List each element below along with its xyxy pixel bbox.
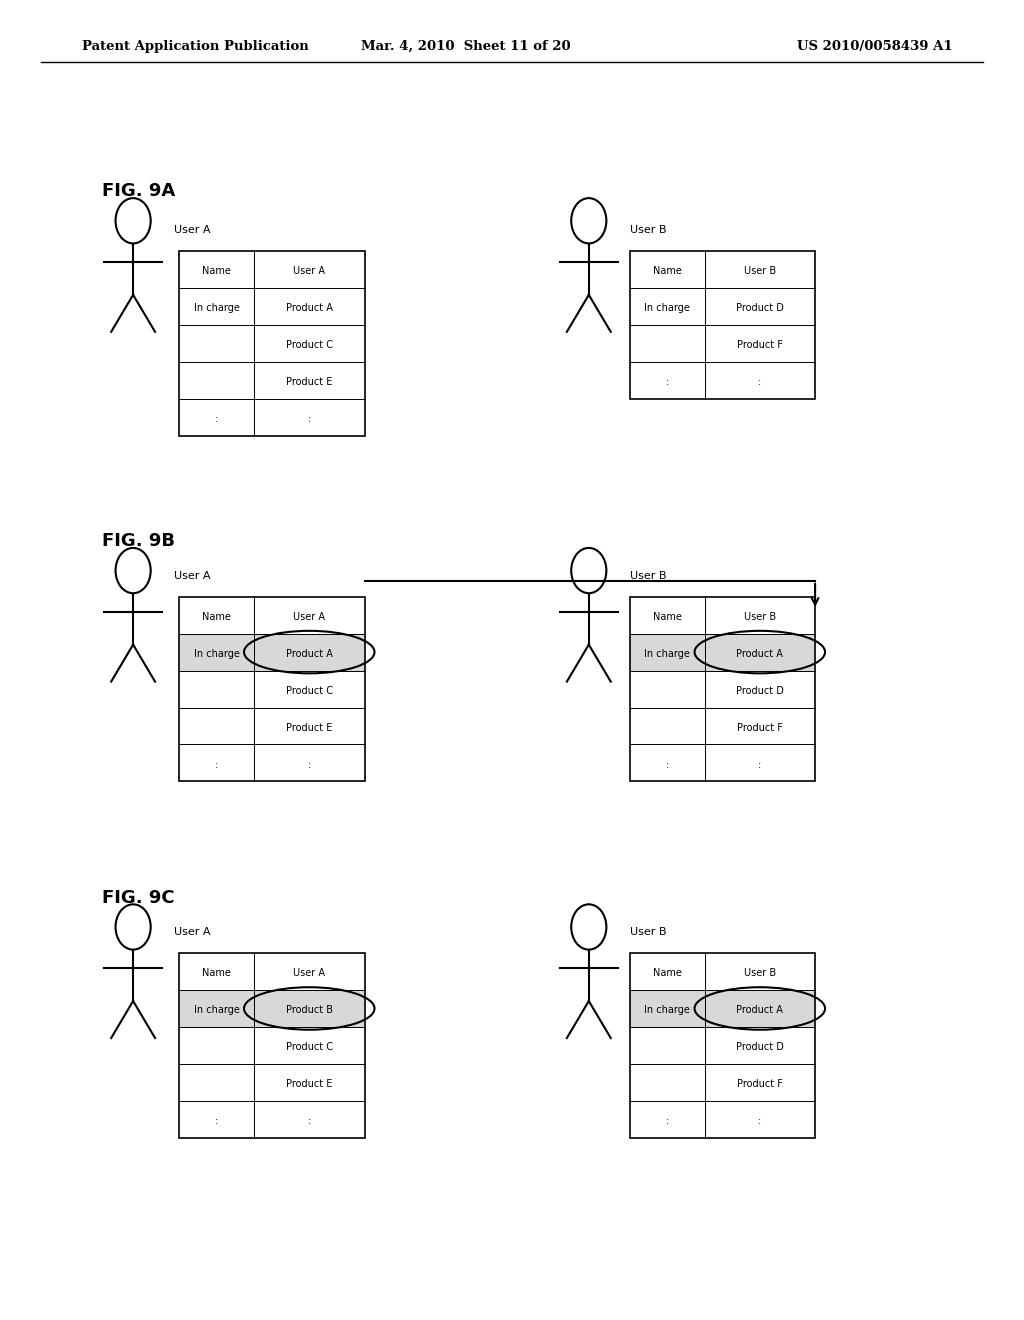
Text: User A: User A xyxy=(293,612,326,622)
Text: :: : xyxy=(307,760,311,770)
Text: In charge: In charge xyxy=(644,304,690,313)
Text: :: : xyxy=(758,760,762,770)
Text: User B: User B xyxy=(630,570,667,581)
Text: FIG. 9A: FIG. 9A xyxy=(102,182,176,201)
Text: Mar. 4, 2010  Sheet 11 of 20: Mar. 4, 2010 Sheet 11 of 20 xyxy=(361,40,570,53)
Text: Name: Name xyxy=(652,612,682,622)
Text: :: : xyxy=(215,1117,218,1126)
Text: User B: User B xyxy=(743,267,776,276)
Text: User B: User B xyxy=(743,612,776,622)
Text: Product E: Product E xyxy=(286,723,333,733)
Bar xyxy=(630,597,815,781)
Text: Product C: Product C xyxy=(286,341,333,350)
Bar xyxy=(630,953,815,1138)
Text: :: : xyxy=(666,1117,669,1126)
Text: User B: User B xyxy=(743,969,776,978)
Bar xyxy=(630,251,815,399)
Text: Product A: Product A xyxy=(286,304,333,313)
Text: Product D: Product D xyxy=(736,304,783,313)
Text: Product E: Product E xyxy=(286,1080,333,1089)
Text: US 2010/0058439 A1: US 2010/0058439 A1 xyxy=(797,40,952,53)
Text: FIG. 9B: FIG. 9B xyxy=(102,532,175,550)
Bar xyxy=(179,251,365,436)
Text: In charge: In charge xyxy=(194,649,240,659)
Text: In charge: In charge xyxy=(194,304,240,313)
Text: :: : xyxy=(215,760,218,770)
Bar xyxy=(179,597,365,781)
Text: Product D: Product D xyxy=(736,1043,783,1052)
Text: FIG. 9C: FIG. 9C xyxy=(102,888,175,907)
Bar xyxy=(179,990,365,1027)
Text: In charge: In charge xyxy=(644,1006,690,1015)
Text: :: : xyxy=(758,378,762,387)
Text: User A: User A xyxy=(174,224,211,235)
Text: Product A: Product A xyxy=(286,649,333,659)
Text: User A: User A xyxy=(293,267,326,276)
Text: Product C: Product C xyxy=(286,1043,333,1052)
Text: Product C: Product C xyxy=(286,686,333,696)
Text: :: : xyxy=(307,1117,311,1126)
Text: User B: User B xyxy=(630,927,667,937)
Text: Product F: Product F xyxy=(737,723,782,733)
Text: User A: User A xyxy=(174,927,211,937)
Text: User A: User A xyxy=(293,969,326,978)
Text: Product F: Product F xyxy=(737,341,782,350)
Text: :: : xyxy=(307,414,311,424)
Text: :: : xyxy=(758,1117,762,1126)
Bar xyxy=(630,990,815,1027)
Text: Name: Name xyxy=(652,267,682,276)
Text: Name: Name xyxy=(202,612,231,622)
Text: User B: User B xyxy=(630,224,667,235)
Text: In charge: In charge xyxy=(194,1006,240,1015)
Text: Name: Name xyxy=(652,969,682,978)
Text: In charge: In charge xyxy=(644,649,690,659)
Text: Product E: Product E xyxy=(286,378,333,387)
Bar xyxy=(179,953,365,1138)
Bar xyxy=(179,634,365,671)
Text: :: : xyxy=(215,414,218,424)
Text: Name: Name xyxy=(202,969,231,978)
Text: Product B: Product B xyxy=(286,1006,333,1015)
Bar xyxy=(630,634,815,671)
Text: Product D: Product D xyxy=(736,686,783,696)
Text: Product A: Product A xyxy=(736,1006,783,1015)
Text: Name: Name xyxy=(202,267,231,276)
Text: User A: User A xyxy=(174,570,211,581)
Text: Patent Application Publication: Patent Application Publication xyxy=(82,40,308,53)
Text: :: : xyxy=(666,378,669,387)
Text: :: : xyxy=(666,760,669,770)
Text: Product F: Product F xyxy=(737,1080,782,1089)
Text: Product A: Product A xyxy=(736,649,783,659)
